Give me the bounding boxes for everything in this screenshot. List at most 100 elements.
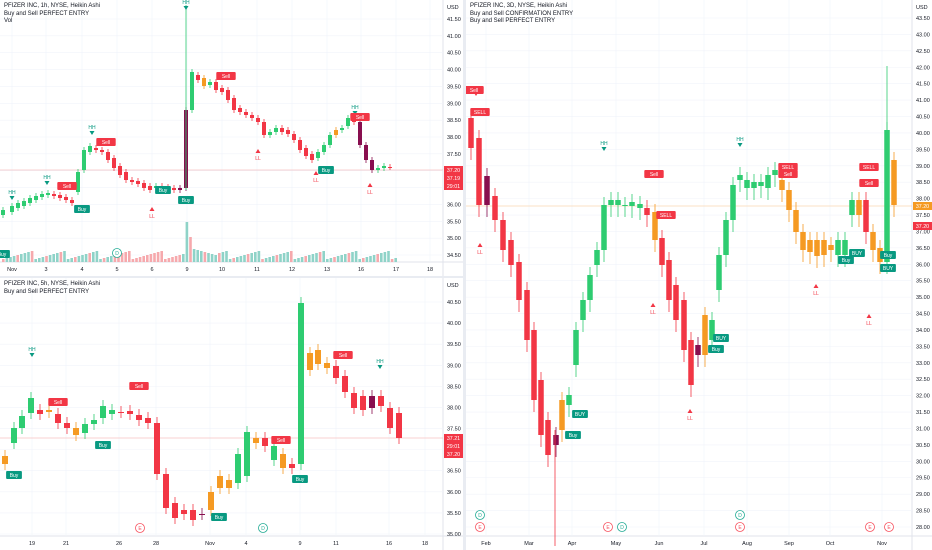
price-tag-bg [444, 450, 463, 458]
legend-indicator-perfect: Buy and Sell PERFECT ENTRY [470, 18, 556, 24]
candle-body [226, 480, 232, 488]
time-tick-label: 9 [185, 267, 188, 273]
event-dividend-label: D [478, 513, 482, 519]
price-tag: 37.19 [447, 176, 460, 182]
price-tick-label: 32.00 [916, 394, 930, 400]
ll-marker: LL [650, 310, 656, 316]
sell-tag-confirm: SELL [782, 165, 794, 171]
volume-bar [218, 253, 221, 262]
pane-divider-horizontal[interactable] [0, 276, 463, 278]
candle-body [280, 128, 284, 132]
chart-pane-5h[interactable]: USD 40.50 40.00 39.50 39.00 38.50 38.00 37.50 37… [0, 278, 463, 550]
sell-tag-bg [96, 138, 116, 146]
price-tick-label: 37.50 [447, 152, 461, 158]
event-earnings-label: E [887, 525, 891, 531]
event-earnings-label: E [606, 525, 610, 531]
volume-bar [66, 259, 70, 262]
chart-pane-1h[interactable]: USD 41.50 41.00 40.50 40.00 39.50 39.00 38.50 38… [0, 0, 463, 276]
price-tick-label: 39.00 [916, 164, 930, 170]
buy-tag-confirm-bg [572, 410, 588, 418]
sell-tag: Sell [470, 88, 478, 94]
price-tick-label: 39.50 [447, 342, 461, 348]
volume-bar [275, 255, 279, 262]
chart-pane-3d[interactable]: USD 43.50 43.00 42.50 42.00 41.50 41.00 40.50 40… [466, 0, 932, 550]
price-tick-label: 29.00 [916, 492, 930, 498]
sell-tag-bg [466, 86, 484, 94]
time-tick-label: 3 [44, 267, 47, 273]
volume-bar [261, 259, 264, 262]
hh-marker-arrow [89, 131, 95, 135]
candle-body [358, 122, 362, 145]
event-earnings-icon [135, 523, 145, 533]
event-earnings-label: E [138, 526, 142, 532]
sell-tag: Sell [63, 184, 71, 190]
chart-canvas-5h[interactable]: USD 40.50 40.00 39.50 39.00 38.50 38.00 37.50 37… [0, 278, 463, 550]
volume-bar [156, 252, 160, 262]
volume-bar [383, 252, 387, 262]
volume-bar [203, 252, 207, 262]
price-tick-label: 34.00 [916, 328, 930, 334]
volume-bar [16, 255, 19, 262]
sell-tag-confirm-bg [470, 108, 490, 116]
buy-tag-bg [838, 256, 854, 264]
chart-canvas-3d[interactable]: USD 43.50 43.00 42.50 42.00 41.50 41.00 40.50 40… [466, 0, 932, 550]
candle-body [232, 98, 236, 110]
price-tag: 37.20 [447, 452, 460, 458]
candle-body [46, 193, 50, 195]
candle-body [744, 180, 750, 188]
candle-body [217, 476, 223, 488]
hh-marker: HH [28, 347, 36, 353]
price-tick-label: 36.50 [916, 246, 930, 252]
price-tick-label: 39.50 [447, 84, 461, 90]
candle-body [136, 415, 142, 420]
volume-bar [257, 251, 261, 262]
price-tag: 37.21 [447, 436, 460, 442]
candle-body [751, 182, 757, 188]
time-tick-label: 5 [115, 267, 118, 273]
time-tick-label: Feb [481, 541, 490, 547]
candle-body [334, 130, 338, 135]
buy-tag-confirm-bg [880, 264, 896, 272]
time-tick-label: 21 [63, 541, 69, 547]
volume-bar [326, 259, 329, 262]
candle-body [202, 78, 206, 86]
volume-bar [365, 257, 369, 262]
chart-canvas-1h[interactable]: USD 41.50 41.00 40.50 40.00 39.50 39.00 38.50 38… [0, 0, 463, 276]
volume-bar [167, 258, 171, 262]
candle-body [346, 118, 350, 126]
volume-bar [38, 258, 41, 262]
candle-body [702, 315, 708, 355]
price-tick-label: 29.50 [916, 476, 930, 482]
candle-body [52, 194, 56, 196]
price-tick-label: 31.50 [916, 410, 930, 416]
sell-tag-confirm: SELL [474, 110, 486, 116]
buy-tag-bg [155, 186, 171, 194]
buy-tag: Buy [0, 252, 7, 258]
price-tick-label: 42.00 [916, 65, 930, 71]
hh-marker: HH [376, 359, 384, 365]
volume-bar [30, 251, 34, 262]
volume-bar [376, 254, 379, 262]
volume-bar [117, 254, 120, 262]
hh-marker-arrow [44, 181, 50, 185]
time-tick-label: Jun [655, 541, 664, 547]
price-tag-bg [444, 182, 463, 190]
legend-indicator-confirmation: Buy and Sell CONFIRMATION ENTRY [470, 10, 574, 17]
price-tick-label: 40.50 [447, 51, 461, 57]
candle-body [34, 196, 38, 200]
volume-bar [196, 250, 199, 262]
pane-divider-vertical[interactable] [463, 0, 466, 550]
candle-body [307, 353, 313, 370]
price-tick-label: 38.00 [447, 135, 461, 141]
candle-body [814, 240, 820, 256]
candle-body [856, 200, 862, 215]
volume-bar [52, 254, 55, 262]
price-tick-label: 38.50 [447, 384, 461, 390]
volume-bar [282, 253, 286, 262]
sell-tag-confirm: SELL [863, 165, 875, 171]
time-tick-label: 10 [219, 267, 225, 273]
volume-bar [113, 255, 117, 262]
candle-body [73, 428, 79, 435]
event-earnings-icon [865, 522, 875, 532]
candle-body [100, 406, 106, 418]
